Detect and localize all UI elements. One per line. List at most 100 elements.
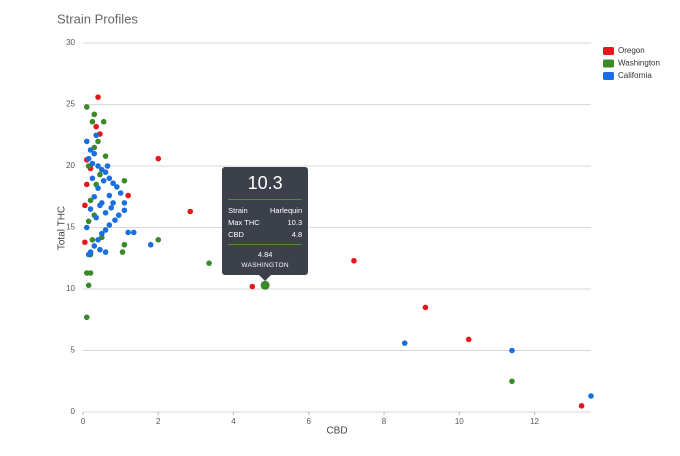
tooltip-rows: Strain Harlequin Max THC 10.3 CBD 4.8 <box>228 205 303 246</box>
point <box>121 177 128 184</box>
point <box>110 200 116 206</box>
point <box>131 229 137 236</box>
point <box>82 239 88 246</box>
y-tick-label: 15 <box>66 223 75 232</box>
point <box>87 197 94 204</box>
point <box>125 229 131 236</box>
point <box>83 138 90 145</box>
y-tick-label: 30 <box>66 38 75 47</box>
point <box>117 190 124 196</box>
x-tick-label: 6 <box>307 417 312 426</box>
point <box>91 243 98 249</box>
point <box>91 111 98 118</box>
tooltip-row-label: Strain <box>228 206 248 216</box>
point <box>106 192 113 199</box>
tooltip-row-value: Harlequin <box>270 206 303 216</box>
point <box>95 138 101 145</box>
y-axis-label: Total THC <box>57 206 68 250</box>
legend-swatch <box>603 47 614 55</box>
point <box>102 153 109 159</box>
point <box>102 227 109 233</box>
point <box>588 393 594 399</box>
tooltip-row-label: CBD <box>228 230 244 240</box>
point <box>93 214 99 221</box>
point <box>102 169 109 175</box>
y-tick-label: 5 <box>71 346 76 355</box>
point <box>110 180 116 187</box>
point <box>465 336 472 343</box>
point <box>106 175 113 182</box>
point <box>95 94 101 100</box>
point <box>93 123 99 130</box>
x-tick-label: 12 <box>530 417 539 426</box>
point <box>89 118 96 125</box>
point <box>97 246 103 253</box>
point <box>102 249 109 255</box>
tooltip-title: 10.3 <box>228 171 303 201</box>
tooltip-value: 4.84 <box>257 250 273 260</box>
point <box>206 260 212 266</box>
point <box>351 257 357 264</box>
point <box>95 163 101 169</box>
point <box>121 207 128 214</box>
point <box>87 206 94 212</box>
point <box>509 347 515 354</box>
point <box>260 280 270 290</box>
x-tick-label: 4 <box>231 417 236 426</box>
point <box>99 230 105 237</box>
point <box>100 177 107 184</box>
point <box>155 155 162 162</box>
x-tick-label: 0 <box>81 417 86 426</box>
point <box>108 205 115 211</box>
point <box>97 171 103 178</box>
point <box>121 200 128 206</box>
point <box>91 150 98 157</box>
tooltip-row-value: 4.8 <box>291 230 303 240</box>
point <box>89 160 96 167</box>
point <box>422 304 429 311</box>
y-tick-label: 20 <box>66 161 75 170</box>
point <box>114 184 120 190</box>
tooltip-row: Strain Harlequin <box>228 205 302 217</box>
point <box>83 270 90 276</box>
point <box>87 147 94 153</box>
point <box>187 208 194 215</box>
y-tick-label: 0 <box>71 407 76 416</box>
point <box>106 222 113 228</box>
point <box>93 132 99 139</box>
legend-label: California <box>618 71 652 80</box>
y-tick-label: 25 <box>66 100 75 109</box>
tooltip-row: CBD 4.8 <box>228 229 302 241</box>
point <box>89 237 96 243</box>
point <box>83 314 90 321</box>
x-tick-label: 8 <box>382 417 387 426</box>
y-tick-label: 10 <box>66 284 75 293</box>
tooltip-series: WASHINGTON <box>241 262 289 270</box>
point <box>82 202 88 209</box>
x-axis-label: CBD <box>326 426 347 437</box>
point <box>83 224 90 231</box>
x-tick-label: 10 <box>455 417 464 426</box>
tooltip-row: Max THC 10.3 <box>228 217 302 229</box>
point <box>121 241 128 248</box>
point <box>83 181 90 188</box>
point <box>102 209 109 216</box>
x-tick-label: 2 <box>156 417 161 426</box>
point <box>147 241 154 248</box>
point <box>100 118 107 125</box>
point <box>89 175 96 182</box>
legend-label: Washington <box>618 59 660 68</box>
point <box>155 237 162 243</box>
point <box>104 163 111 169</box>
tooltip-row-label: Max THC <box>228 218 260 228</box>
chart-title: Strain Profiles <box>57 11 138 26</box>
tooltip-row-value: 10.3 <box>287 218 303 228</box>
point <box>85 218 92 225</box>
point <box>578 403 585 409</box>
point <box>85 251 92 258</box>
point <box>401 340 408 346</box>
tooltip: 10.3 Strain Harlequin Max THC 10.3 CBD 4.8 4.… <box>222 167 309 282</box>
legend-swatch <box>603 72 614 80</box>
point <box>95 185 101 191</box>
